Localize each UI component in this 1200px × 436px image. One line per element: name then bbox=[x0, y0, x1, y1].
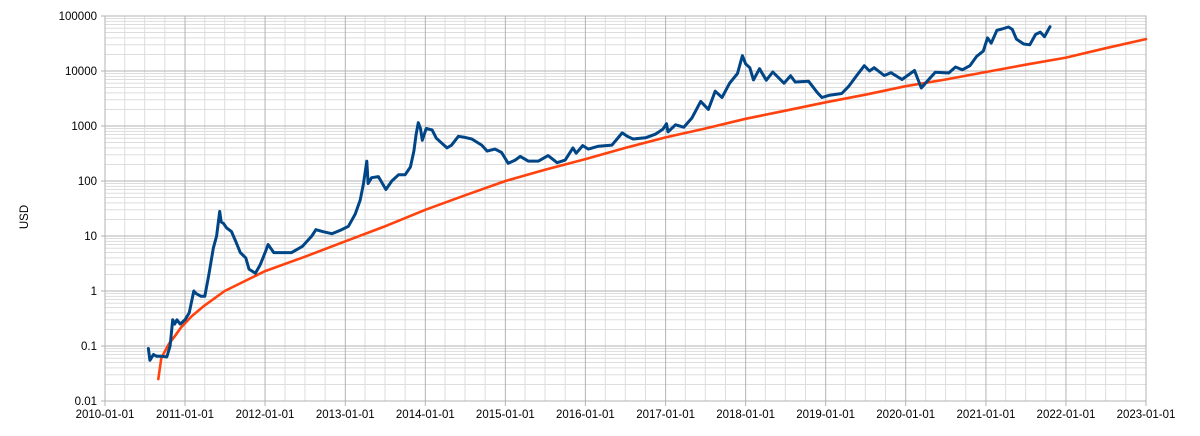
y-tick-label: 100 bbox=[78, 176, 97, 188]
y-tick-label: 0.01 bbox=[75, 396, 97, 408]
series-line-price bbox=[146, 25, 1052, 362]
series-line-trend bbox=[157, 37, 1148, 381]
x-axis-tick-labels: 2010-01-01 2011-01-01 2012-01-01 2013-01-01… bbox=[76, 409, 1176, 421]
x-tick-label: 2022-01-01 bbox=[1037, 409, 1096, 421]
x-tick-label: 2011-01-01 bbox=[156, 409, 214, 421]
y-tick-label: 1000 bbox=[71, 121, 97, 133]
x-tick-label: 2017-01-01 bbox=[636, 409, 695, 421]
x-tick-label: 2019-01-01 bbox=[796, 409, 855, 421]
minor-gridlines bbox=[105, 16, 1146, 401]
x-tick-label: 2012-01-01 bbox=[236, 409, 295, 421]
x-tick-label: 2014-01-01 bbox=[396, 409, 455, 421]
x-tick-label: 2021-01-01 bbox=[957, 409, 1016, 421]
x-tick-label: 2018-01-01 bbox=[716, 409, 775, 421]
x-tick-label: 2013-01-01 bbox=[316, 409, 375, 421]
x-tick-label: 2020-01-01 bbox=[876, 409, 935, 421]
major-gridlines bbox=[101, 15, 1147, 406]
plot-frame bbox=[104, 15, 1147, 402]
x-tick-label: 2010-01-01 bbox=[76, 409, 135, 421]
x-tick-label: 2016-01-01 bbox=[556, 409, 615, 421]
x-tick-label: 2023-01-01 bbox=[1117, 409, 1176, 421]
series-layer bbox=[146, 25, 1148, 381]
y-axis-title: USD bbox=[19, 205, 31, 229]
y-tick-label: 100000 bbox=[59, 11, 97, 23]
y-tick-label: 0.1 bbox=[81, 341, 97, 353]
y-tick-label: 10000 bbox=[65, 66, 97, 78]
y-axis-tick-labels: 100000 10000 1000 100 10 1 0.1 0.01 bbox=[59, 11, 97, 408]
y-tick-label: 10 bbox=[84, 231, 97, 243]
x-tick-label: 2015-01-01 bbox=[476, 409, 535, 421]
y-tick-label: 1 bbox=[91, 286, 97, 298]
